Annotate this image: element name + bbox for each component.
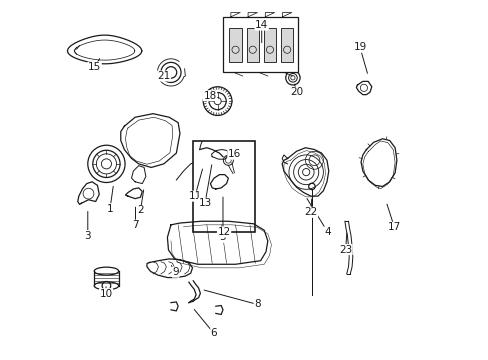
Text: 10: 10 [100,289,112,299]
Text: 7: 7 [132,220,139,230]
Bar [246,28,258,62]
Text: 9: 9 [172,267,179,277]
Text: 1: 1 [106,204,113,214]
Text: 15: 15 [88,62,101,72]
Bar [281,28,293,62]
Text: 18: 18 [203,91,216,101]
Text: 12: 12 [217,227,230,237]
Text: 21: 21 [157,71,170,81]
Text: 2: 2 [137,206,143,216]
Text: 17: 17 [387,222,400,232]
Text: 6: 6 [210,328,217,338]
Text: 5: 5 [219,232,226,242]
Text: 23: 23 [338,244,351,255]
Bar [192,140,255,232]
Bar [264,28,276,62]
Text: 4: 4 [324,227,330,237]
Text: 8: 8 [254,300,260,310]
Text: 11: 11 [188,191,201,201]
Bar [229,28,241,62]
Text: 19: 19 [353,42,366,52]
Bar [223,17,298,72]
Text: 20: 20 [289,87,303,97]
Text: 3: 3 [84,231,91,240]
Text: 13: 13 [198,198,211,208]
Text: 22: 22 [304,207,317,217]
Text: 14: 14 [255,20,268,30]
Text: 16: 16 [227,149,241,159]
